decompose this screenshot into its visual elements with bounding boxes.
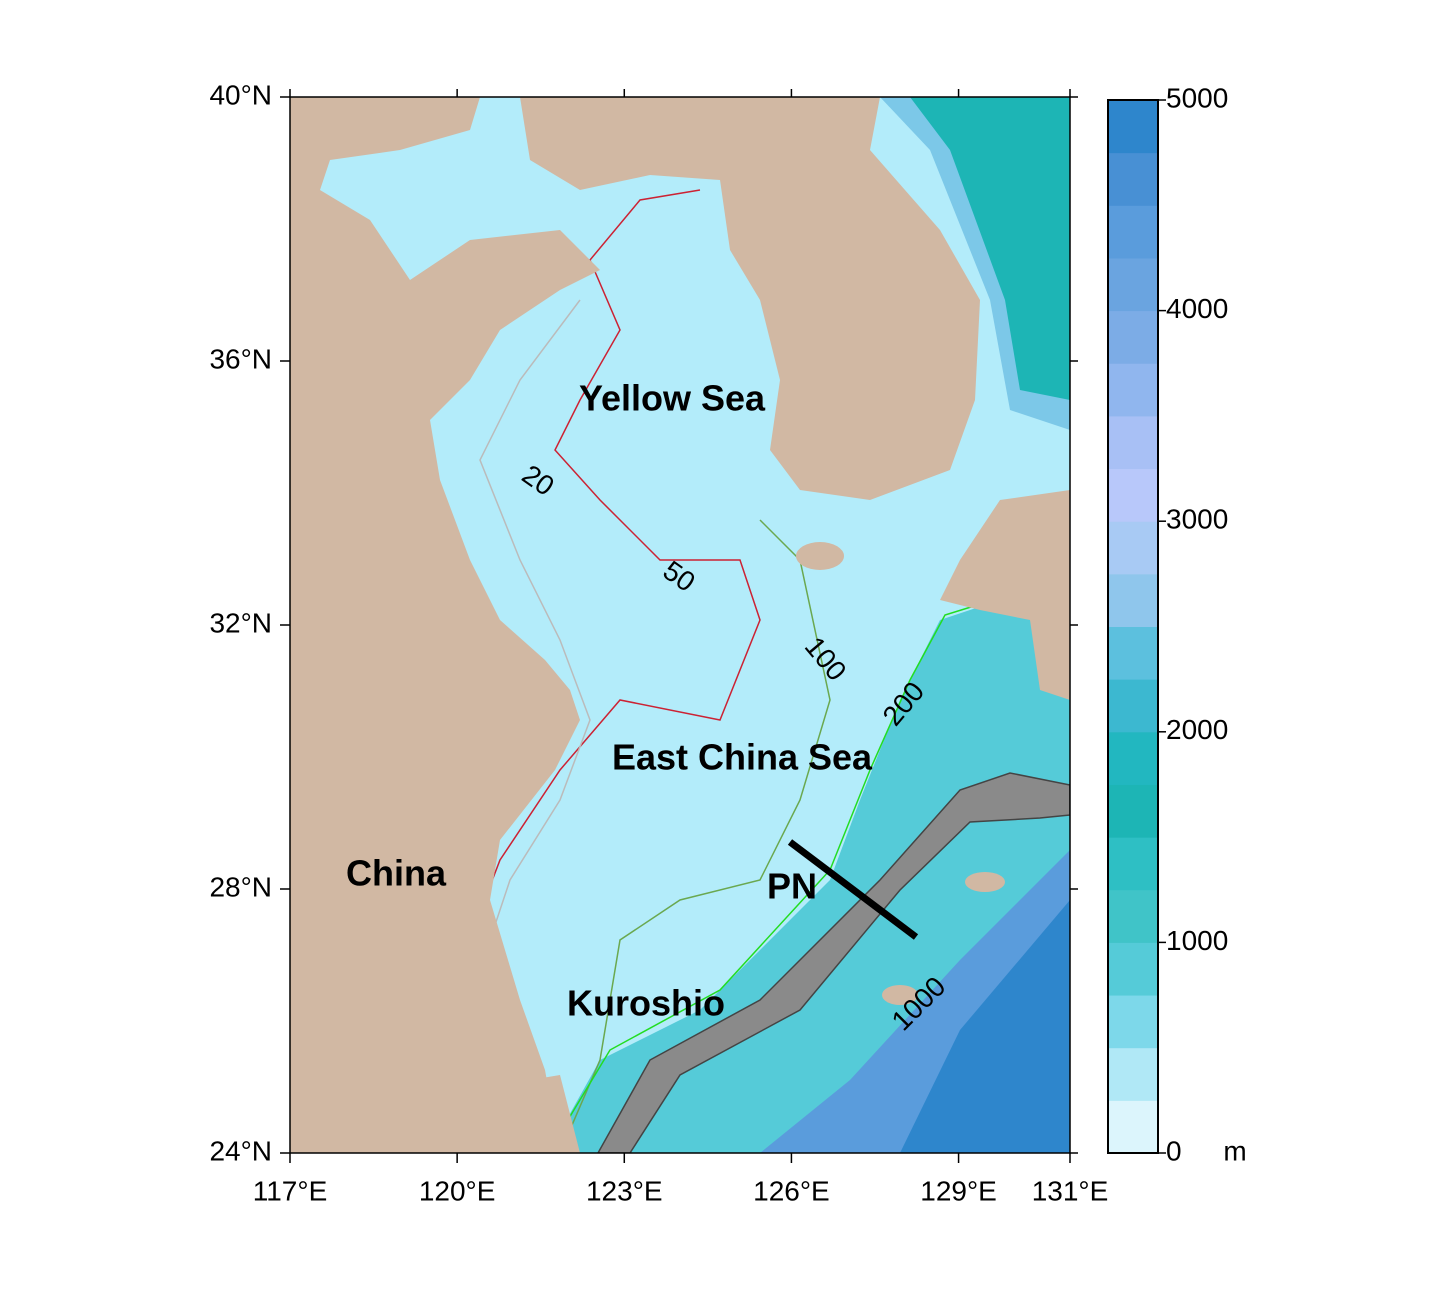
colorbar-band xyxy=(1108,889,1158,943)
land-china xyxy=(290,97,600,1153)
colorbar-tick-label: 0 xyxy=(1166,1135,1182,1166)
colorbar-band xyxy=(1108,942,1158,996)
colorbar-band xyxy=(1108,415,1158,470)
colorbar-band xyxy=(1108,784,1158,838)
x-tick-label: 126°E xyxy=(753,1175,830,1206)
colorbar-band xyxy=(1108,521,1158,575)
map-area xyxy=(290,97,1070,1153)
colorbar-band xyxy=(1108,100,1158,154)
deep-ocean xyxy=(900,900,1070,1153)
y-tick-label: 32°N xyxy=(209,607,272,638)
colorbar-band xyxy=(1108,468,1158,522)
x-tick-label: 129°E xyxy=(920,1175,997,1206)
japan-sea-deep xyxy=(910,97,1070,400)
land-island xyxy=(882,985,918,1005)
colorbar-band xyxy=(1108,363,1158,417)
colorbar-band xyxy=(1108,626,1158,680)
x-tick-label: 123°E xyxy=(586,1175,663,1206)
colorbar-tick-label: 3000 xyxy=(1166,504,1228,535)
y-tick-label: 36°N xyxy=(209,343,272,374)
land-japan xyxy=(940,490,1070,700)
land-jeju xyxy=(796,542,844,570)
place-label: China xyxy=(346,853,447,894)
colorbar-band xyxy=(1108,257,1158,312)
colorbar-band xyxy=(1108,995,1158,1049)
colorbar-tick-label: 5000 xyxy=(1166,82,1228,113)
colorbar-band xyxy=(1108,205,1158,259)
colorbar-band xyxy=(1108,1100,1158,1154)
x-tick-label: 117°E xyxy=(253,1175,328,1206)
x-tick-label: 131°E xyxy=(1032,1175,1109,1206)
colorbar-frame xyxy=(1107,99,1159,1154)
x-tick-label: 120°E xyxy=(419,1175,496,1206)
colorbar-band xyxy=(1108,837,1158,891)
y-tick-label: 28°N xyxy=(209,871,272,902)
place-label: Kuroshio xyxy=(567,983,725,1024)
pn-section xyxy=(787,839,919,940)
contour-100 xyxy=(559,519,831,1153)
y-tick-label: 40°N xyxy=(209,79,272,110)
kuroshio-path xyxy=(597,772,1070,1153)
colorbar-band xyxy=(1108,1047,1158,1101)
place-label: East China Sea xyxy=(612,737,873,778)
y-tick-label: 24°N xyxy=(209,1135,272,1166)
colorbar-unit: m xyxy=(1223,1135,1246,1166)
colorbar-band xyxy=(1108,731,1158,785)
land-korea xyxy=(520,97,980,500)
place-label: Yellow Sea xyxy=(579,378,766,419)
colorbar-tick-label: 1000 xyxy=(1166,925,1228,956)
colorbar-band xyxy=(1108,310,1158,364)
land-island xyxy=(965,872,1005,892)
colorbar-tick-label: 2000 xyxy=(1166,714,1228,745)
colorbar-band xyxy=(1108,152,1158,206)
colorbar-tick-label: 4000 xyxy=(1166,293,1228,324)
colorbar-band xyxy=(1108,573,1158,627)
land-taiwan xyxy=(500,1075,580,1153)
place-label: PN xyxy=(767,866,817,907)
colorbar-band xyxy=(1108,679,1158,733)
